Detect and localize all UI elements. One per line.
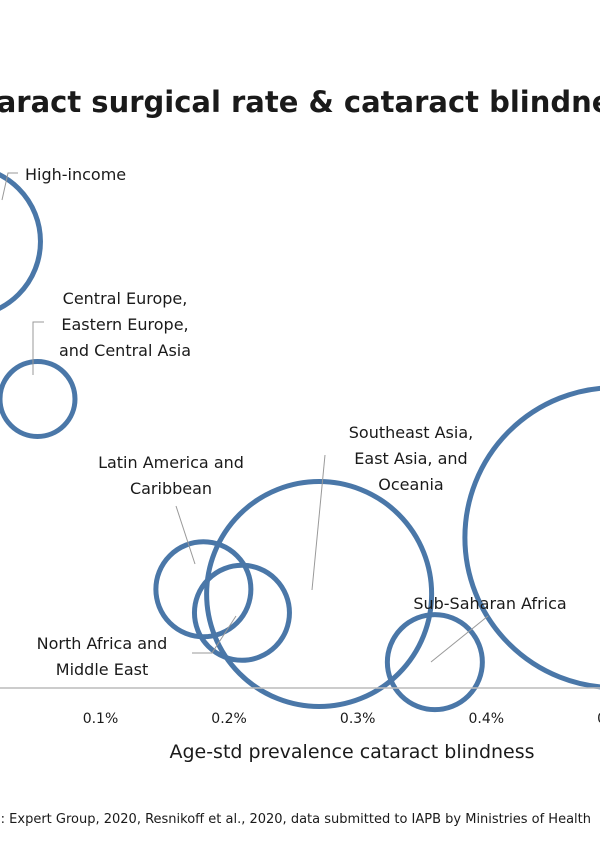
leader-line (311, 454, 326, 591)
x-axis-label: Age-std prevalence cataract blindness (169, 741, 534, 763)
bubble-point (204, 479, 435, 709)
point-label: Caribbean (130, 479, 212, 498)
point-label: Eastern Europe, (61, 315, 188, 334)
bubble-point (0, 172, 43, 311)
point-label: Central Europe, (63, 289, 188, 308)
leader-line (192, 615, 237, 654)
point-label: East Asia, and (354, 449, 467, 468)
labels-layer: High-income Central Europe, Eastern Europe… (1, 165, 567, 679)
point-label: North Africa and (37, 634, 168, 653)
x-tick-label: 0.3% (340, 711, 376, 727)
point-label: Sub-Saharan Africa (413, 594, 566, 613)
point-label: High-income (25, 165, 126, 184)
leader-line (32, 321, 44, 375)
leader-line (1, 172, 18, 201)
source-note: Source: Expert Group, 2020, Resnikoff et… (0, 812, 591, 827)
x-tick-label: 0.2% (211, 711, 247, 727)
point-label: Middle East (56, 660, 148, 679)
point-label: Latin America and (98, 453, 244, 472)
x-tick-label: 0.1% (83, 711, 119, 727)
x-tick-label: 0.5% (597, 711, 600, 727)
x-tick-label: 0.4% (469, 711, 505, 727)
bubble-point (0, 358, 78, 439)
bubble-point (462, 385, 600, 690)
bubble-point (191, 562, 292, 663)
leader-line (175, 505, 196, 565)
chart-title: Cataract surgical rate & cataract blindn… (0, 85, 600, 119)
bubbles-layer (0, 172, 600, 713)
point-label: and Central Asia (59, 341, 191, 360)
point-label: Oceania (378, 475, 443, 494)
point-label: Southeast Asia, (349, 423, 473, 442)
x-ticks: 0.1% 0.2% 0.3% 0.4% 0.5% (83, 711, 600, 727)
leader-line (430, 615, 489, 663)
bubble-point (384, 612, 485, 713)
